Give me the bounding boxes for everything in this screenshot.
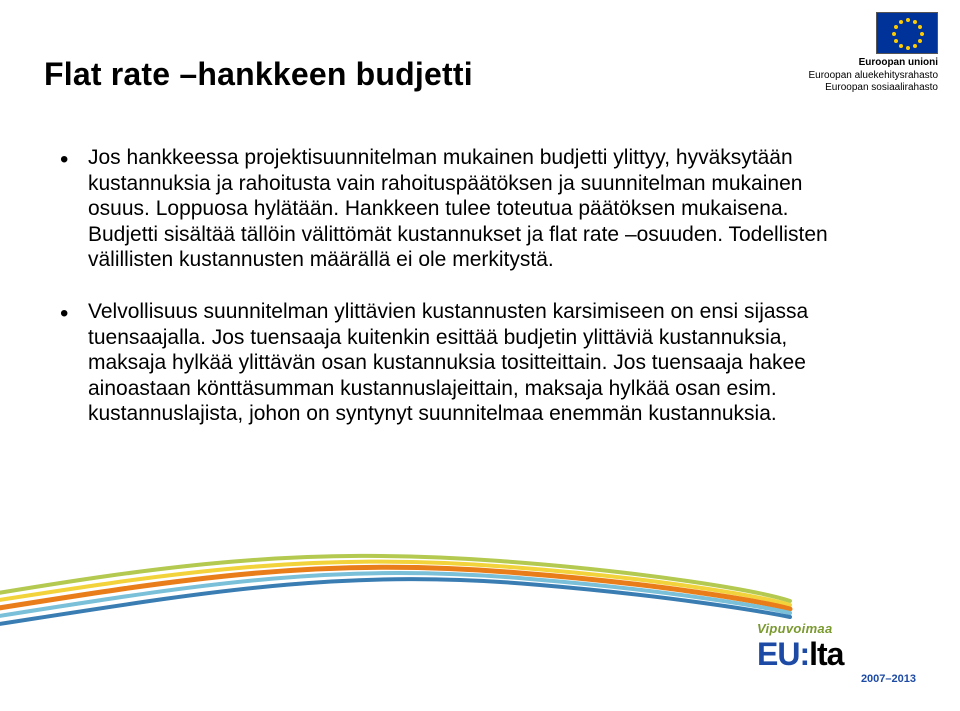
list-item: Velvollisuus suunnitelman ylittävien kus… (60, 299, 850, 427)
swoosh-stroke (0, 556, 790, 601)
eu-logo-block: Euroopan unioni Euroopan aluekehitysraha… (728, 12, 938, 95)
content: Jos hankkeessa projektisuunnitelman muka… (60, 145, 850, 453)
eu-line3: Euroopan sosiaalirahasto (728, 82, 938, 95)
vipu-eu: EU (757, 636, 799, 672)
vipuvoimaa-logo: Vipuvoimaa EU:lta 2007–2013 (757, 621, 922, 685)
vipu-lta: lta (809, 636, 843, 672)
swoosh-stroke (0, 562, 790, 605)
page-title: Flat rate –hankkeen budjetti (44, 56, 473, 93)
slide: Euroopan unioni Euroopan aluekehitysraha… (0, 0, 960, 711)
eu-flag-icon (876, 12, 938, 54)
vipu-top: Vipuvoimaa (757, 621, 922, 636)
swoosh-stroke (0, 573, 790, 619)
list-item: Jos hankkeessa projektisuunnitelman muka… (60, 145, 850, 273)
eu-line1: Euroopan unioni (728, 57, 938, 70)
vipu-years: 2007–2013 (757, 673, 922, 685)
eu-stars (877, 13, 937, 53)
vipu-main: EU:lta (757, 638, 922, 670)
swoosh-decoration (0, 501, 960, 631)
vipu-sep: : (799, 636, 809, 672)
bullet-list: Jos hankkeessa projektisuunnitelman muka… (60, 145, 850, 427)
eu-logo-text: Euroopan unioni Euroopan aluekehitysraha… (728, 57, 938, 95)
swoosh-stroke (0, 579, 790, 627)
swoosh-stroke (0, 567, 790, 611)
eu-line2: Euroopan aluekehitysrahasto (728, 70, 938, 83)
